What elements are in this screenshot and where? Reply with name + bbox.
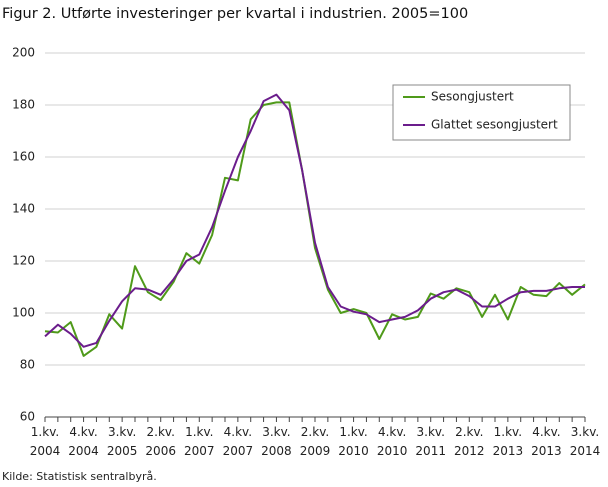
x-tick-label: 3.kv. 2008 (261, 425, 292, 458)
x-tick-label: 2.kv. 2012 (454, 425, 485, 458)
x-tick-label: 4.kv. 2004 (68, 425, 99, 458)
source: Kilde: Statistisk sentralbyrå. (2, 470, 157, 483)
y-tick-label: 180 (12, 98, 35, 112)
x-tick-label: 1.kv. 2010 (338, 425, 369, 458)
x-tick-label: 2.kv. 2006 (145, 425, 176, 458)
y-tick-label: 200 (12, 46, 35, 60)
y-tick-label: 120 (12, 254, 35, 268)
x-tick-label: 4.kv. 2013 (531, 425, 562, 458)
legend-label: Glattet sesongjustert (431, 118, 558, 132)
y-tick-label: 100 (12, 306, 35, 320)
y-tick-label: 80 (20, 358, 35, 372)
chart-title: Figur 2. Utførte investeringer per kvart… (2, 6, 469, 22)
x-tick-label: 1.kv. 2013 (492, 425, 524, 458)
x-tick-label: 3.kv. 2011 (415, 425, 446, 458)
x-tick-label: 3.kv. 2005 (106, 425, 138, 458)
y-tick-label: 140 (12, 202, 35, 216)
series-line (44, 93, 585, 348)
x-tick-label: 4.kv. 2010 (376, 425, 408, 458)
legend-box (392, 84, 571, 141)
y-tick-label: 160 (12, 150, 35, 164)
series-line (44, 101, 586, 357)
x-tick-label: 1.kv. 2007 (184, 425, 215, 458)
x-tick-label: 1.kv. 2004 (29, 425, 61, 458)
y-tick-label: 60 (20, 410, 35, 424)
x-tick-label: 2.kv. 2009 (299, 425, 331, 458)
x-tick-label: 4.kv. 2007 (222, 425, 254, 458)
legend-label: Sesongjustert (431, 90, 514, 104)
x-tick-label: 3.kv. 2014 (569, 425, 601, 458)
